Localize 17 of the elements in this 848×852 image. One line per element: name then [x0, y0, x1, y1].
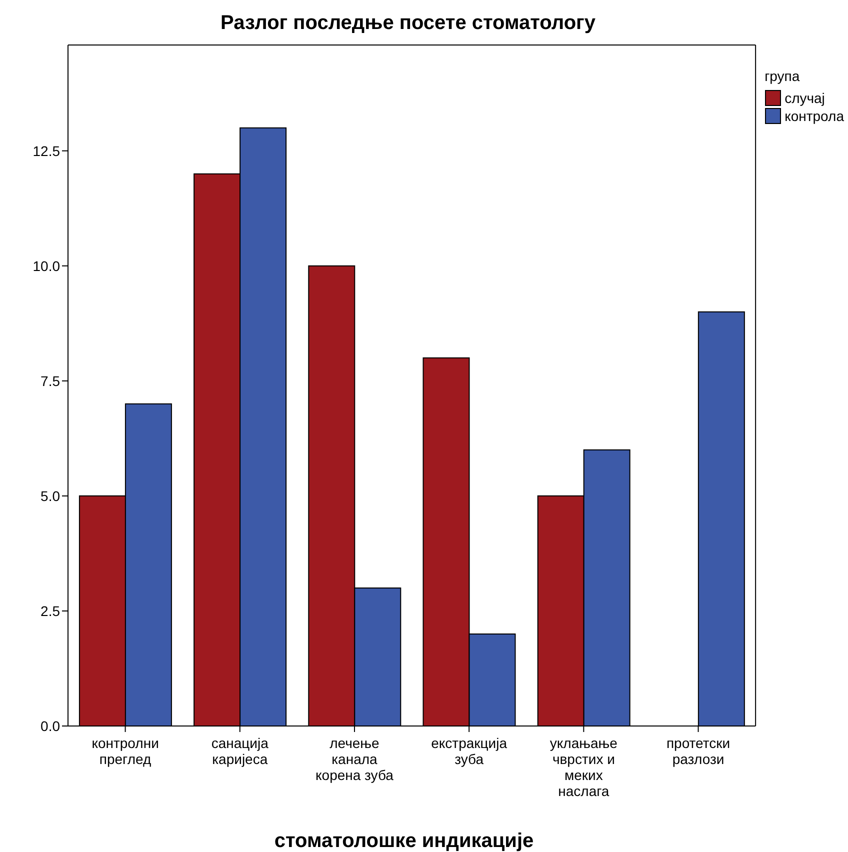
chart-title: Разлог последње посете стоматологу — [220, 12, 596, 35]
x-tick-label: екстракција зуба — [431, 735, 508, 767]
y-tick-label: 5.0 — [40, 488, 60, 504]
x-axis-title: стоматолошке индикације — [273, 830, 535, 852]
x-tick-label: протетски разлози — [666, 735, 730, 767]
legend-label: случај — [784, 90, 825, 106]
y-tick-label: 7.5 — [40, 372, 60, 389]
y-tick-label: 2.5 — [40, 602, 60, 619]
legend-title: група — [764, 68, 801, 84]
x-tick-label: уклањање чврстих и меких наслага — [550, 735, 618, 799]
legend-label: контрола — [784, 108, 844, 124]
y-tick-label: 10.0 — [32, 258, 60, 274]
x-tick-label: санација каријеса — [211, 735, 269, 767]
y-tick-label: 0.0 — [40, 718, 60, 734]
x-tick-label: контролни преглед — [92, 735, 159, 767]
x-tick-label: лечење канала корена зуба — [316, 735, 394, 783]
y-tick-label: 12.5 — [32, 142, 60, 159]
